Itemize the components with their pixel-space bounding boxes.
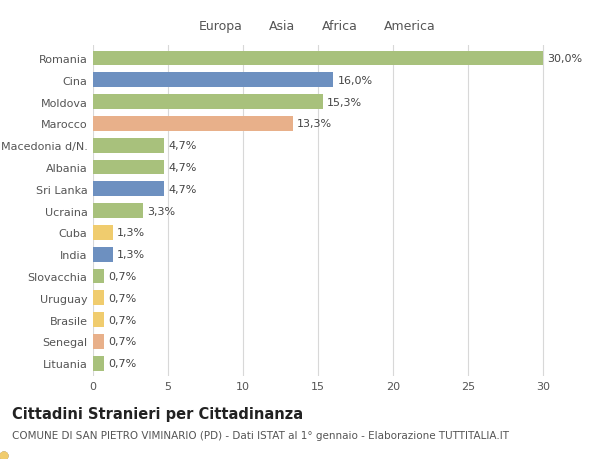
Bar bbox=[93, 139, 163, 153]
Text: 1,3%: 1,3% bbox=[117, 250, 145, 260]
Bar bbox=[93, 182, 163, 197]
Text: 13,3%: 13,3% bbox=[297, 119, 332, 129]
Text: 0,7%: 0,7% bbox=[108, 293, 136, 303]
Bar bbox=[93, 269, 104, 284]
Bar bbox=[93, 313, 104, 327]
Bar bbox=[93, 117, 293, 132]
Text: 0,7%: 0,7% bbox=[108, 358, 136, 368]
Bar bbox=[93, 95, 323, 110]
Bar bbox=[93, 204, 143, 218]
Text: 0,7%: 0,7% bbox=[108, 271, 136, 281]
Text: COMUNE DI SAN PIETRO VIMINARIO (PD) - Dati ISTAT al 1° gennaio - Elaborazione TU: COMUNE DI SAN PIETRO VIMINARIO (PD) - Da… bbox=[12, 431, 509, 441]
Text: 3,3%: 3,3% bbox=[147, 206, 175, 216]
Bar bbox=[93, 51, 543, 67]
Text: Cittadini Stranieri per Cittadinanza: Cittadini Stranieri per Cittadinanza bbox=[12, 406, 303, 421]
Text: 0,7%: 0,7% bbox=[108, 315, 136, 325]
Text: 16,0%: 16,0% bbox=[337, 76, 373, 86]
Text: 4,7%: 4,7% bbox=[168, 141, 196, 151]
Text: 4,7%: 4,7% bbox=[168, 162, 196, 173]
Text: 4,7%: 4,7% bbox=[168, 185, 196, 195]
Bar bbox=[93, 73, 333, 88]
Bar bbox=[93, 225, 113, 240]
Bar bbox=[93, 247, 113, 262]
Text: 1,3%: 1,3% bbox=[117, 228, 145, 238]
Bar bbox=[93, 334, 104, 349]
Bar bbox=[93, 160, 163, 175]
Text: 30,0%: 30,0% bbox=[548, 54, 583, 64]
Bar bbox=[93, 356, 104, 371]
Bar bbox=[93, 291, 104, 306]
Legend: Europa, Asia, Africa, America: Europa, Asia, Africa, America bbox=[182, 20, 436, 33]
Text: 15,3%: 15,3% bbox=[327, 97, 362, 107]
Text: 0,7%: 0,7% bbox=[108, 336, 136, 347]
